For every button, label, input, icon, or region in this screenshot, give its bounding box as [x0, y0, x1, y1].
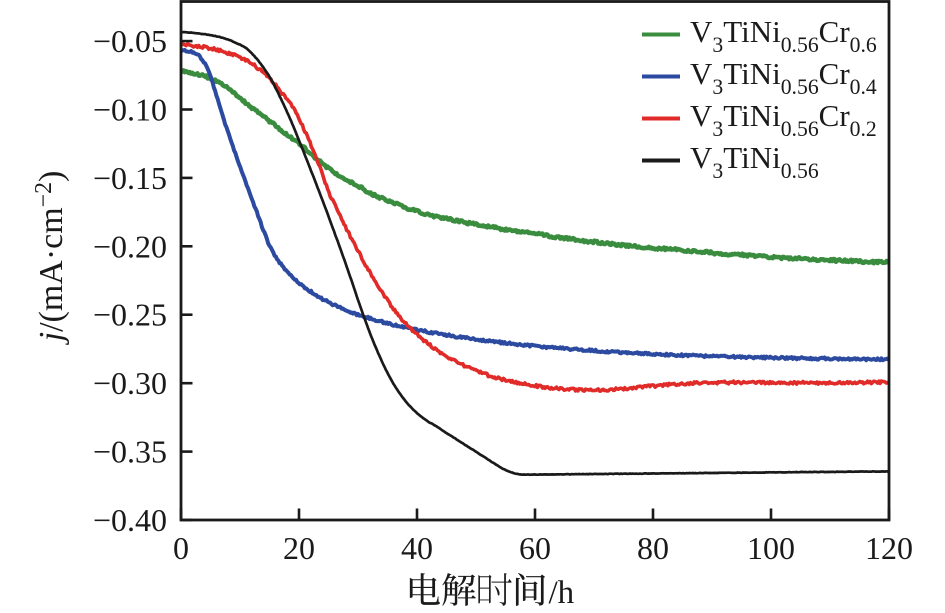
svg-text:80: 80	[637, 530, 669, 566]
svg-text:−0.25: −0.25	[93, 297, 167, 333]
svg-text:−0.15: −0.15	[93, 160, 167, 196]
svg-text:100: 100	[747, 530, 795, 566]
svg-text:120: 120	[865, 530, 913, 566]
svg-text:20: 20	[283, 530, 315, 566]
svg-text:40: 40	[401, 530, 433, 566]
svg-text:−0.20: −0.20	[93, 228, 167, 264]
svg-text:0: 0	[173, 530, 189, 566]
svg-text:−0.10: −0.10	[93, 92, 167, 128]
svg-text:−0.35: −0.35	[93, 434, 167, 470]
svg-text:−0.05: −0.05	[93, 23, 167, 59]
svg-text:−0.30: −0.30	[93, 365, 167, 401]
svg-text:60: 60	[519, 530, 551, 566]
svg-text:−0.40: −0.40	[93, 502, 167, 538]
svg-text:/h: /h	[549, 575, 575, 611]
